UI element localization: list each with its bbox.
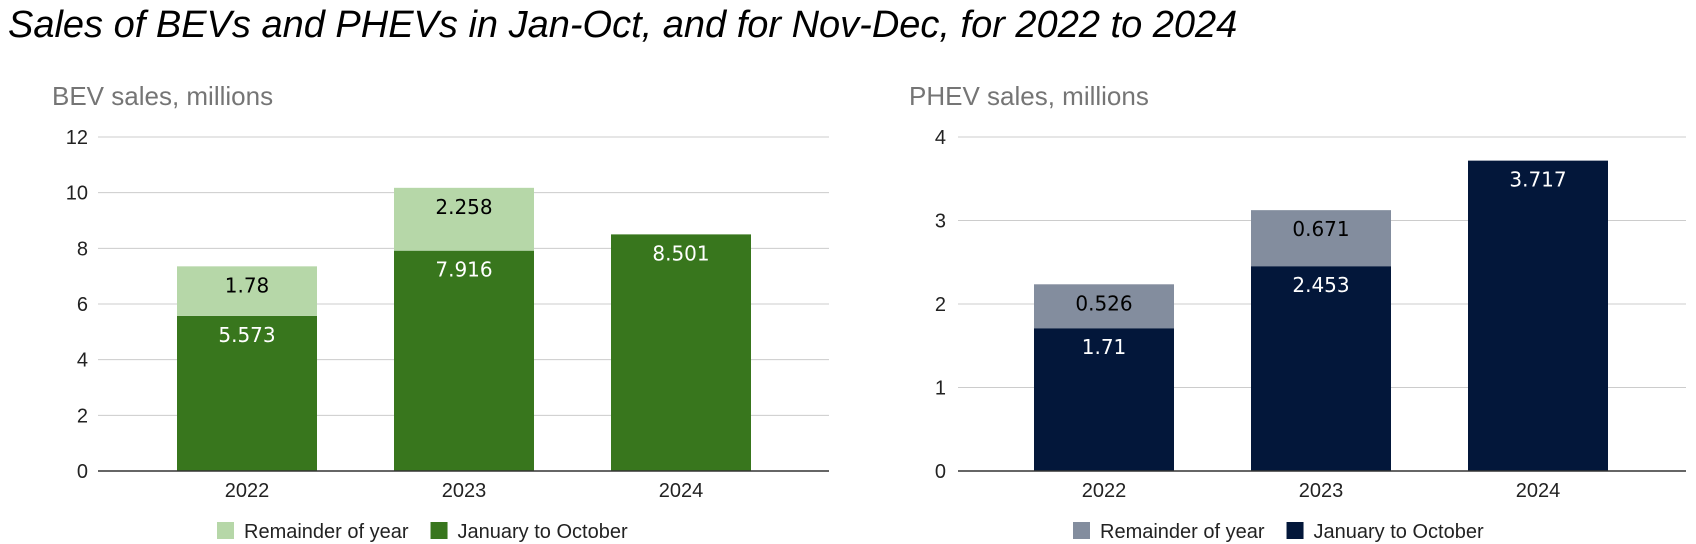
bev-y-tick-label: 8 <box>77 238 88 260</box>
bev-legend-label: January to October <box>458 521 628 543</box>
phev-data-label: 0.671 <box>1292 217 1349 241</box>
bev-data-label: 8.501 <box>652 241 709 265</box>
bev-data-label: 5.573 <box>218 323 275 347</box>
bev-y-tick-label: 4 <box>77 350 88 372</box>
bev-legend-label: Remainder of year <box>244 521 409 543</box>
phev-data-label: 3.717 <box>1509 168 1566 192</box>
bev-data-label: 2.258 <box>435 195 492 219</box>
bev-y-tick-label: 2 <box>77 405 88 427</box>
phev-data-label: 0.526 <box>1075 291 1132 315</box>
bev-legend-swatch <box>217 522 234 539</box>
phev-legend-label: January to October <box>1314 521 1484 543</box>
phev-legend-label: Remainder of year <box>1100 521 1265 543</box>
bev-x-tick-label: 2024 <box>659 480 704 502</box>
bev-panel-title: BEV sales, millions <box>52 81 273 111</box>
phev-panel-title: PHEV sales, millions <box>909 81 1149 111</box>
phev-y-tick-label: 3 <box>935 211 946 233</box>
bev-bar-jan-oct <box>177 315 317 471</box>
bev-legend-swatch <box>430 522 448 539</box>
bev-y-tick-label: 10 <box>66 183 88 205</box>
phev-data-label: 2.453 <box>1292 273 1349 297</box>
phev-data-label: 1.71 <box>1082 335 1127 359</box>
phev-x-tick-label: 2023 <box>1299 480 1344 502</box>
phev-bar-remainder <box>1034 284 1174 329</box>
phev-bar-jan-oct <box>1034 328 1174 471</box>
phev-bar-jan-oct <box>1251 266 1391 471</box>
bev-bar-remainder <box>177 266 317 316</box>
phev-y-tick-label: 2 <box>935 294 946 316</box>
phev-legend-swatch <box>1286 522 1304 539</box>
bev-y-tick-label: 6 <box>77 294 88 316</box>
phev-sales-chart: PHEV sales, millions 0 1 2 3 4 1.71 0.526 2022 2.… <box>909 81 1686 543</box>
phev-y-tick-label: 0 <box>935 461 946 483</box>
phev-legend-swatch <box>1073 522 1090 539</box>
phev-y-tick-label: 4 <box>935 127 946 149</box>
phev-x-tick-label: 2024 <box>1516 480 1561 502</box>
bev-y-tick-label: 0 <box>77 461 88 483</box>
bev-data-label: 1.78 <box>225 273 270 297</box>
bev-sales-chart: BEV sales, millions 0 2 4 6 8 10 12 5.573 1.78 202… <box>52 81 829 543</box>
phev-x-tick-label: 2022 <box>1082 480 1127 502</box>
phev-bar-remainder <box>1251 210 1391 267</box>
page-title: Sales of BEVs and PHEVs in Jan-Oct, and … <box>8 4 1238 46</box>
bev-x-tick-label: 2023 <box>442 480 487 502</box>
bev-y-tick-label: 12 <box>66 127 88 149</box>
phev-y-tick-label: 1 <box>935 378 946 400</box>
bev-bar-jan-oct <box>611 234 751 471</box>
bev-bar-remainder <box>394 187 534 251</box>
phev-bar-jan-oct <box>1468 160 1608 471</box>
bev-bar-jan-oct <box>394 250 534 471</box>
bev-x-tick-label: 2022 <box>225 480 270 502</box>
bev-data-label: 7.916 <box>435 258 492 282</box>
